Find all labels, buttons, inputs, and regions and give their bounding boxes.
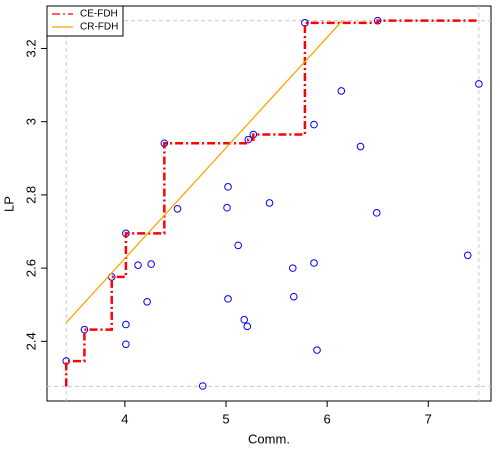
point (80, 325, 89, 334)
point (337, 87, 346, 95)
point (143, 297, 151, 306)
point (198, 382, 207, 390)
point (356, 142, 365, 151)
y-axis-title: LP (1, 196, 16, 212)
frontier-line (64, 19, 479, 387)
point (134, 261, 142, 269)
point (372, 209, 381, 217)
legend-box (46, 5, 124, 37)
point (240, 315, 249, 324)
point (463, 251, 472, 260)
point (224, 183, 232, 191)
x-tick-label: 7 (425, 411, 432, 426)
plot-frame (46, 5, 492, 402)
y-tick-label: 3.2 (23, 39, 38, 57)
point (234, 241, 242, 250)
frontier-line (65, 20, 343, 324)
point (289, 292, 298, 301)
y-tick-label: 2.6 (23, 259, 38, 277)
x-tick-label: 5 (222, 411, 229, 426)
y-tick-label: 3 (23, 118, 38, 125)
legend: CE-FDH CR-FDH (46, 5, 124, 37)
x-axis-title: Comm. (248, 431, 290, 446)
point (243, 322, 252, 331)
x-tick-label: 6 (324, 411, 331, 426)
point (224, 295, 232, 303)
point (122, 340, 130, 349)
x-tick-label: 4 (121, 411, 128, 426)
legend-label: CE-FDH (80, 9, 118, 20)
y-tick-label: 2.4 (23, 332, 38, 350)
point (147, 260, 155, 268)
point (310, 259, 318, 267)
point (173, 205, 182, 213)
point (313, 346, 321, 354)
legend-label: CR-FDH (80, 22, 118, 33)
point (310, 120, 318, 129)
y-tick-label: 2.8 (23, 186, 38, 204)
point (122, 320, 130, 329)
point (288, 264, 297, 272)
point (265, 199, 274, 207)
point (475, 80, 483, 88)
point (223, 203, 231, 212)
